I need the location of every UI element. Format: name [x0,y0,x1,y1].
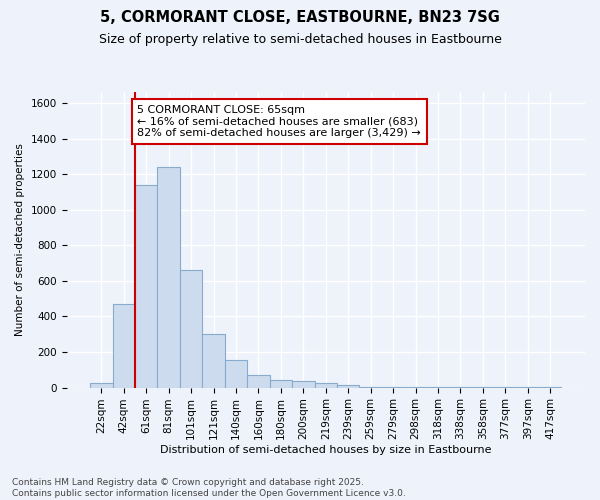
Text: Size of property relative to semi-detached houses in Eastbourne: Size of property relative to semi-detach… [98,32,502,46]
Bar [314,383,337,388]
Bar [202,334,225,388]
Bar [359,386,382,388]
Bar [539,386,562,388]
Bar [247,375,269,388]
Text: 5 CORMORANT CLOSE: 65sqm
← 16% of semi-detached houses are smaller (683)
82% of : 5 CORMORANT CLOSE: 65sqm ← 16% of semi-d… [137,105,421,138]
Bar [382,387,404,388]
Bar [113,304,135,388]
X-axis label: Distribution of semi-detached houses by size in Eastbourne: Distribution of semi-detached houses by … [160,445,491,455]
Bar [269,380,292,388]
Bar [292,382,314,388]
Bar [225,360,247,388]
Y-axis label: Number of semi-detached properties: Number of semi-detached properties [15,144,25,336]
Bar [404,387,427,388]
Bar [427,387,449,388]
Text: 5, CORMORANT CLOSE, EASTBOURNE, BN23 7SG: 5, CORMORANT CLOSE, EASTBOURNE, BN23 7SG [100,10,500,25]
Bar [180,270,202,388]
Bar [135,185,157,388]
Bar [157,167,180,388]
Bar [337,385,359,388]
Bar [90,383,113,388]
Text: Contains HM Land Registry data © Crown copyright and database right 2025.
Contai: Contains HM Land Registry data © Crown c… [12,478,406,498]
